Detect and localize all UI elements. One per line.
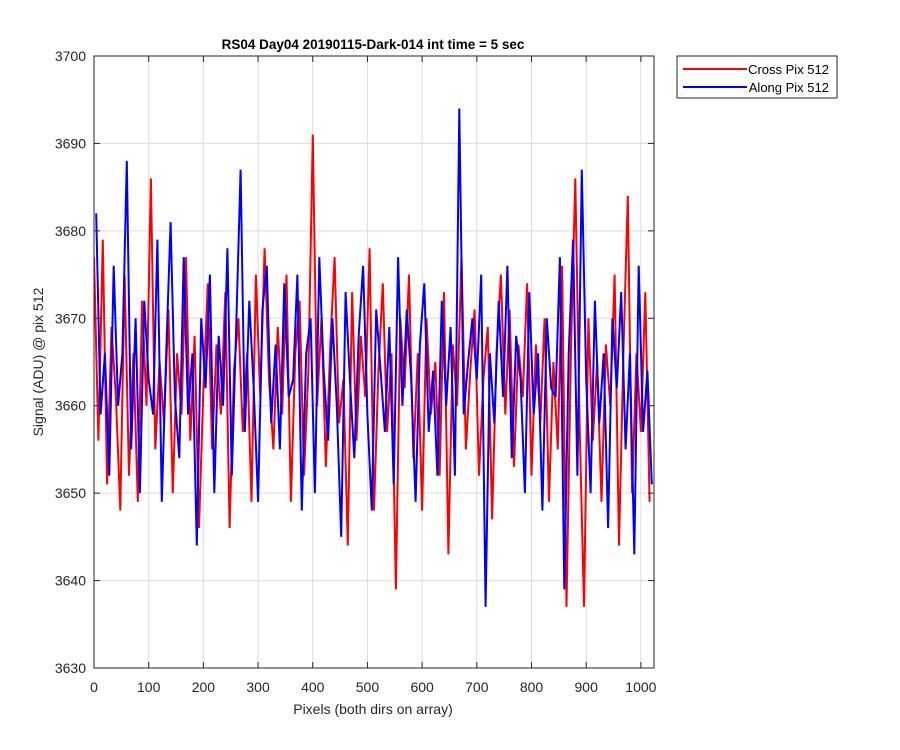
- x-tick-label: 600: [410, 679, 434, 695]
- y-tick-label: 3690: [55, 135, 86, 151]
- x-ticks: 0 100 200 300 400 500 600 700 800 900 1000: [90, 56, 657, 695]
- y-tick-label: 3650: [55, 485, 86, 501]
- y-tick-label: 3640: [55, 573, 86, 589]
- y-tick-label: 3630: [55, 660, 86, 676]
- x-tick-label: 0: [90, 679, 98, 695]
- x-tick-label: 100: [137, 679, 161, 695]
- x-tick-label: 700: [465, 679, 489, 695]
- x-tick-label: 200: [192, 679, 216, 695]
- chart-title: RS04 Day04 20190115-Dark-014 int time = …: [222, 37, 525, 52]
- x-tick-label: 500: [356, 679, 380, 695]
- y-axis-label: Signal (ADU) @ pix 512: [30, 287, 46, 436]
- legend-label-along: Along Pix 512: [749, 80, 829, 95]
- y-tick-label: 3670: [55, 310, 86, 326]
- legend[interactable]: Cross Pix 512 Along Pix 512: [676, 55, 838, 99]
- y-tick-label: 3700: [55, 48, 86, 64]
- x-tick-label: 300: [246, 679, 270, 695]
- y-tick-label: 3660: [55, 398, 86, 414]
- y-ticks: 3630 3640 3650 3660 3670 3680 3690 3700: [55, 48, 654, 676]
- series-line-along-pix: [95, 108, 653, 607]
- legend-label-cross: Cross Pix 512: [748, 62, 829, 77]
- series-layer: [94, 108, 653, 607]
- plot-area: 0 100 200 300 400 500 600 700 800 900 1000 3630 364…: [55, 48, 657, 695]
- axes-box: [93, 55, 655, 669]
- x-tick-label: 1000: [625, 679, 656, 695]
- x-axis-label: Pixels (both dirs on array): [293, 701, 453, 717]
- series-line-cross-pix: [94, 134, 651, 607]
- x-tick-label: 800: [520, 679, 544, 695]
- x-tick-label: 400: [301, 679, 325, 695]
- x-tick-label: 900: [575, 679, 599, 695]
- legend-box: [676, 55, 838, 99]
- y-tick-label: 3680: [55, 223, 86, 239]
